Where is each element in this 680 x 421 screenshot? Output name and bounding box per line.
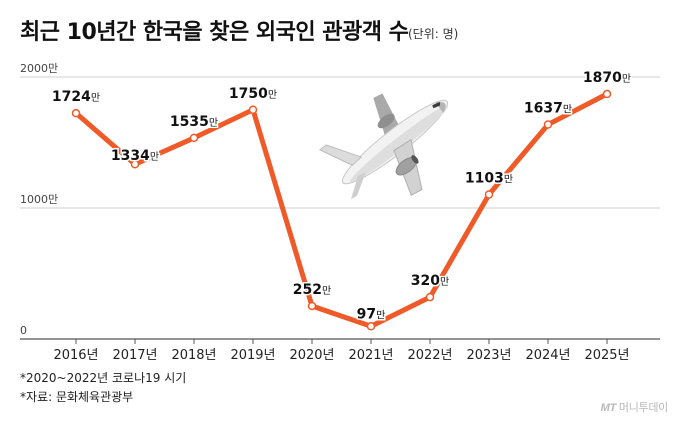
x-tick-label: 2016년 — [53, 348, 98, 363]
series-polyline — [73, 91, 610, 329]
data-point — [543, 120, 553, 129]
value-label-suffix: 만 — [268, 89, 277, 101]
gridlines — [20, 76, 660, 344]
data-point — [484, 190, 494, 199]
value-label-suffix: 만 — [440, 276, 449, 288]
value-label-suffix: 만 — [376, 309, 385, 321]
value-label: 1870만 — [583, 70, 631, 86]
data-point — [130, 159, 140, 169]
value-label-suffix: 만 — [91, 92, 100, 104]
data-point — [248, 105, 258, 114]
data-points — [71, 89, 612, 331]
footnote-source: *자료: 문화체육관광부 — [20, 390, 134, 404]
publisher-credit: MT 머니투데이 — [600, 399, 669, 415]
footnote-covid-period: *2020~2022년 코로나19 시기 — [20, 371, 187, 385]
value-label: 252만 — [293, 282, 331, 298]
value-label-number: 1724 — [52, 89, 91, 105]
value-label-suffix: 만 — [150, 151, 159, 163]
value-label-number: 1535 — [170, 114, 209, 130]
airplane-icon — [318, 93, 449, 200]
value-label-suffix: 만 — [209, 117, 218, 129]
x-tick-label: 2019년 — [230, 348, 275, 363]
x-tick-label: 2024년 — [525, 348, 570, 363]
data-point — [602, 89, 612, 99]
y-tick-label: 0 — [20, 324, 27, 337]
data-point — [307, 301, 317, 311]
publisher-name: 머니투데이 — [618, 402, 668, 414]
y-tick-label: 2000만 — [20, 62, 58, 75]
x-tick-label: 2021년 — [348, 348, 393, 363]
value-label-suffix: 만 — [563, 104, 572, 116]
value-labels: 1724만1334만1535만1750만252만97만320만1103만1637… — [50, 69, 632, 324]
x-axis-tick-labels: 2016년 2017년 2018년 2019년 2020년 2021년 2022년 2023년… — [53, 348, 629, 363]
x-tick-label: 2025년 — [584, 348, 629, 363]
data-point — [71, 108, 81, 118]
value-label-number: 1334 — [111, 148, 150, 164]
value-label-suffix: 만 — [322, 285, 331, 297]
publisher-logo: MT — [600, 402, 617, 414]
data-point — [189, 133, 199, 143]
data-point — [425, 292, 435, 302]
value-label-number: 97 — [357, 306, 376, 322]
value-label: 97만 — [357, 306, 386, 322]
x-tick-label: 2022년 — [407, 348, 452, 363]
value-label: 1637만 — [524, 101, 572, 117]
x-tick-label: 2017년 — [112, 348, 157, 363]
chart-title: 최근 10년간 한국을 찾은 외국인 관광객 수 — [20, 20, 409, 45]
y-axis-tick-labels: 0 1000만 2000만 — [20, 62, 58, 337]
value-label-number: 1750 — [229, 86, 268, 102]
x-tick-label: 2020년 — [289, 348, 334, 363]
data-point — [366, 322, 376, 331]
x-tick-label: 2023년 — [466, 348, 511, 363]
value-label-number: 252 — [293, 282, 322, 298]
unit-label: (단위: 명) — [408, 27, 459, 41]
value-label: 1750만 — [229, 86, 277, 102]
x-tick-label: 2018년 — [171, 348, 216, 363]
value-label: 1103만 — [465, 171, 513, 187]
value-label-number: 320 — [411, 273, 440, 289]
value-label: 320만 — [411, 273, 449, 289]
value-label-number: 1637 — [524, 101, 563, 117]
value-label-suffix: 만 — [622, 73, 631, 85]
value-label-suffix: 만 — [504, 174, 513, 186]
y-tick-label: 1000만 — [20, 193, 58, 206]
value-label-number: 1103 — [465, 171, 504, 187]
value-label: 1535만 — [170, 114, 218, 130]
value-label: 1724만 — [52, 89, 100, 105]
value-label: 1334만 — [111, 148, 159, 164]
series-line — [73, 91, 610, 329]
value-label-number: 1870 — [583, 70, 622, 86]
